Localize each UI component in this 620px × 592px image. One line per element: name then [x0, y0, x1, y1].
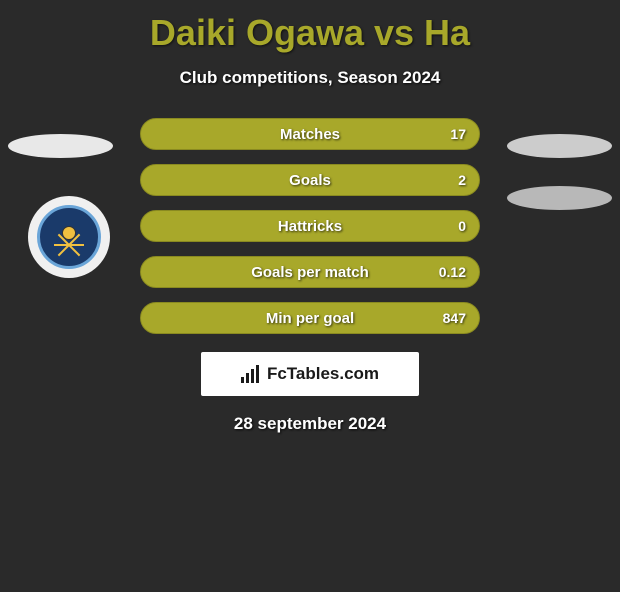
page-subtitle: Club competitions, Season 2024	[0, 68, 620, 88]
bar-chart-icon	[241, 365, 261, 383]
stat-label: Hattricks	[278, 218, 342, 235]
stat-label: Goals per match	[251, 264, 369, 281]
brand-box[interactable]: FcTables.com	[201, 352, 419, 396]
player-right-oval-2	[507, 186, 612, 210]
stat-bar-goals-per-match: Goals per match 0.12	[140, 256, 480, 288]
badge-cross-icon	[54, 244, 84, 246]
stat-label: Min per goal	[266, 310, 354, 327]
player-right-oval-1	[507, 134, 612, 158]
club-badge	[28, 196, 110, 278]
stat-label: Matches	[280, 126, 340, 143]
stats-area: Matches 17 Goals 2 Hattricks 0 Goals per…	[0, 118, 620, 434]
stat-bar-min-per-goal: Min per goal 847	[140, 302, 480, 334]
stat-value: 0	[458, 218, 466, 234]
club-badge-inner	[37, 205, 101, 269]
page-title: Daiki Ogawa vs Ha	[0, 12, 620, 54]
stat-bar-matches: Matches 17	[140, 118, 480, 150]
stat-value: 847	[443, 310, 466, 326]
stat-bar-hattricks: Hattricks 0	[140, 210, 480, 242]
player-left-oval	[8, 134, 113, 158]
stat-bar-goals: Goals 2	[140, 164, 480, 196]
stat-value: 17	[450, 126, 466, 142]
brand-label: FcTables.com	[267, 364, 379, 384]
stat-value: 2	[458, 172, 466, 188]
date-line: 28 september 2024	[0, 414, 620, 434]
stat-label: Goals	[289, 172, 331, 189]
stat-value: 0.12	[439, 264, 466, 280]
